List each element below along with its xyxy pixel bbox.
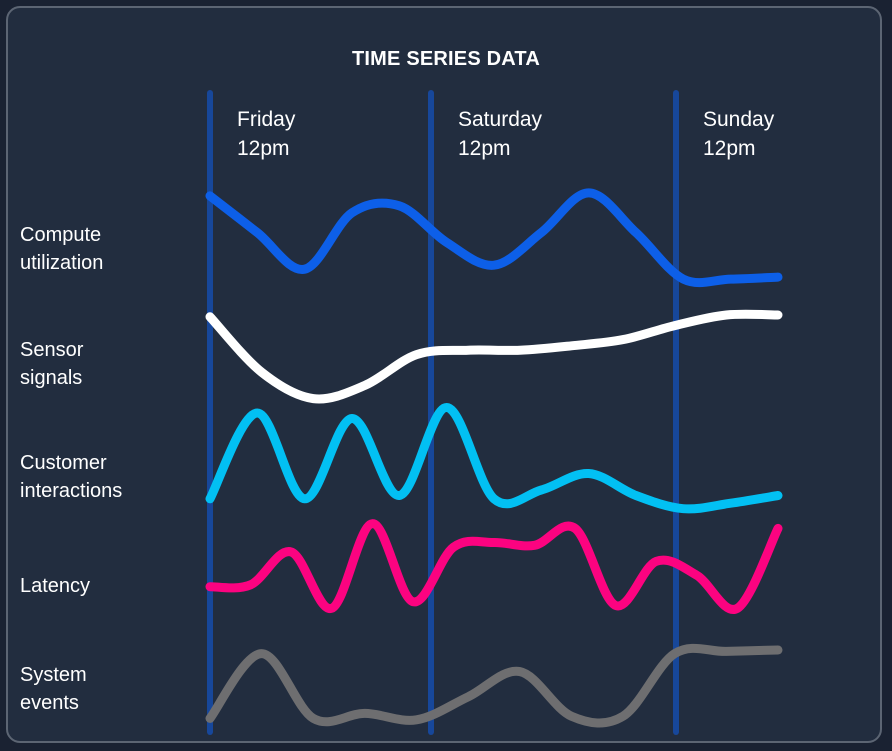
series-label-line: events (20, 692, 79, 714)
x-marker-label-friday: Friday 12pm (237, 105, 295, 163)
series-label-latency: Latency (20, 572, 90, 600)
chart-panel (6, 6, 882, 743)
chart-title: TIME SERIES DATA (351, 48, 541, 70)
series-label-system-events: System events (20, 661, 87, 717)
x-marker-time: 12pm (237, 137, 290, 160)
x-marker-label-sunday: Sunday 12pm (703, 105, 774, 163)
x-marker-day: Friday (237, 108, 296, 131)
series-label-line: Latency (20, 575, 91, 597)
series-label-customer-interactions: Customer interactions (20, 449, 122, 505)
series-line-system-events (205, 643, 783, 728)
x-marker-time: 12pm (458, 137, 511, 160)
series-label-line: utilization (20, 252, 104, 274)
series-line-compute-utilization (205, 188, 783, 288)
series-label-line: Sensor (20, 339, 84, 361)
x-marker-label-saturday: Saturday 12pm (458, 105, 542, 163)
x-marker-time: 12pm (703, 137, 756, 160)
series-line-customer-interactions (205, 403, 783, 514)
series-label-sensor-signals: Sensor signals (20, 336, 83, 392)
series-label-compute-utilization: Compute utilization (20, 221, 103, 277)
series-line-sensor-signals (205, 309, 783, 404)
x-marker-day: Saturday (458, 108, 543, 131)
x-marker-day: Sunday (703, 108, 775, 131)
series-line-latency (205, 519, 783, 614)
series-label-line: Compute (20, 224, 102, 246)
series-label-line: interactions (20, 480, 123, 502)
series-label-line: System (20, 664, 87, 686)
series-label-line: signals (20, 367, 83, 389)
series-label-line: Customer (20, 452, 107, 474)
